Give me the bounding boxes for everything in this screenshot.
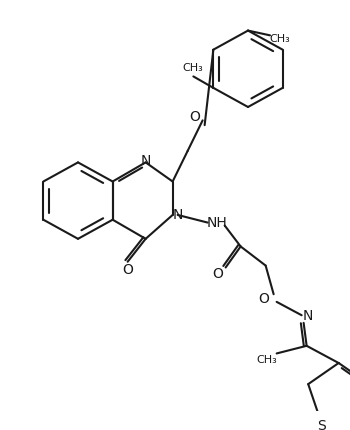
Text: O: O (122, 263, 133, 277)
Text: NH: NH (206, 215, 227, 230)
Text: N: N (173, 208, 183, 222)
Text: CH₃: CH₃ (182, 63, 203, 73)
Text: O: O (212, 267, 223, 281)
Text: CH₃: CH₃ (256, 355, 277, 365)
Text: O: O (258, 292, 269, 306)
Text: S: S (317, 419, 326, 430)
Text: CH₃: CH₃ (270, 34, 290, 44)
Text: N: N (140, 154, 151, 169)
Text: N: N (302, 309, 313, 323)
Text: O: O (189, 110, 200, 123)
